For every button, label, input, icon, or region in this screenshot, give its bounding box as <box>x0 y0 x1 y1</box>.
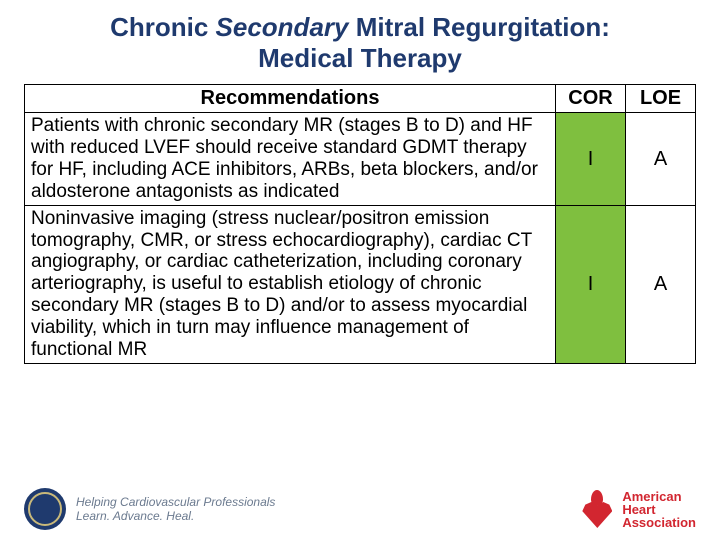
acc-tagline: Helping Cardiovascular Professionals Lea… <box>76 495 275 524</box>
acc-seal-icon <box>24 488 66 530</box>
col-header-cor: COR <box>556 85 626 113</box>
table-row: Patients with chronic secondary MR (stag… <box>25 113 696 205</box>
title-mid: Mitral Regurgitation: <box>348 12 609 42</box>
aha-line1: American <box>622 490 696 503</box>
rec-cell: Patients with chronic secondary MR (stag… <box>25 113 556 205</box>
cor-cell: I <box>556 205 626 363</box>
col-header-loe: LOE <box>626 85 696 113</box>
title-line2: Medical Therapy <box>258 43 462 73</box>
aha-logo: American Heart Association <box>580 490 696 529</box>
aha-text: American Heart Association <box>622 490 696 529</box>
loe-cell: A <box>626 113 696 205</box>
title-emphasis: Secondary <box>216 12 349 42</box>
loe-cell: A <box>626 205 696 363</box>
slide-title: Chronic Secondary Mitral Regurgitation: … <box>24 12 696 74</box>
rec-cell: Noninvasive imaging (stress nuclear/posi… <box>25 205 556 363</box>
title-prefix: Chronic <box>110 12 215 42</box>
cor-cell: I <box>556 113 626 205</box>
table-row: Noninvasive imaging (stress nuclear/posi… <box>25 205 696 363</box>
recommendations-table: Recommendations COR LOE Patients with ch… <box>24 84 696 363</box>
footer: Helping Cardiovascular Professionals Lea… <box>24 488 696 530</box>
acc-logo: Helping Cardiovascular Professionals Lea… <box>24 488 275 530</box>
aha-line2: Heart <box>622 503 696 516</box>
tagline-line1: Helping Cardiovascular Professionals <box>76 495 275 509</box>
aha-line3: Association <box>622 516 696 529</box>
heart-torch-icon <box>580 490 614 528</box>
tagline-line2: Learn. Advance. Heal. <box>76 509 275 523</box>
table-header-row: Recommendations COR LOE <box>25 85 696 113</box>
col-header-recommendations: Recommendations <box>25 85 556 113</box>
